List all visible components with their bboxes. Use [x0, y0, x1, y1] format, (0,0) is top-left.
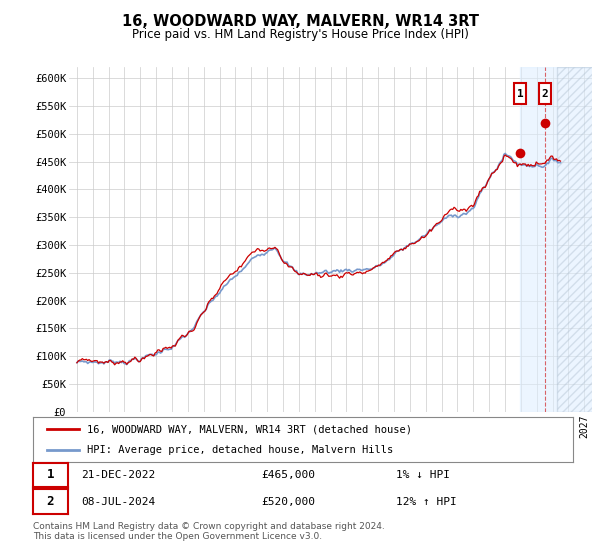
Text: 08-JUL-2024: 08-JUL-2024: [81, 497, 155, 507]
Bar: [557, 67, 600, 412]
Text: Contains HM Land Registry data © Crown copyright and database right 2024.
This d: Contains HM Land Registry data © Crown c…: [33, 522, 385, 542]
Text: £520,000: £520,000: [261, 497, 315, 507]
Text: Price paid vs. HM Land Registry's House Price Index (HPI): Price paid vs. HM Land Registry's House …: [131, 28, 469, 41]
Text: 2: 2: [47, 495, 54, 508]
Text: 21-DEC-2022: 21-DEC-2022: [81, 470, 155, 480]
FancyBboxPatch shape: [539, 83, 551, 104]
Text: 1% ↓ HPI: 1% ↓ HPI: [396, 470, 450, 480]
Text: 12% ↑ HPI: 12% ↑ HPI: [396, 497, 457, 507]
Text: 16, WOODWARD WAY, MALVERN, WR14 3RT: 16, WOODWARD WAY, MALVERN, WR14 3RT: [121, 14, 479, 29]
Text: HPI: Average price, detached house, Malvern Hills: HPI: Average price, detached house, Malv…: [87, 445, 393, 455]
Text: 16, WOODWARD WAY, MALVERN, WR14 3RT (detached house): 16, WOODWARD WAY, MALVERN, WR14 3RT (det…: [87, 424, 412, 435]
Text: 1: 1: [517, 89, 524, 99]
Text: 1: 1: [47, 468, 54, 482]
Text: £465,000: £465,000: [261, 470, 315, 480]
FancyBboxPatch shape: [514, 83, 526, 104]
Text: 2: 2: [542, 89, 548, 99]
Bar: [520, 67, 600, 412]
